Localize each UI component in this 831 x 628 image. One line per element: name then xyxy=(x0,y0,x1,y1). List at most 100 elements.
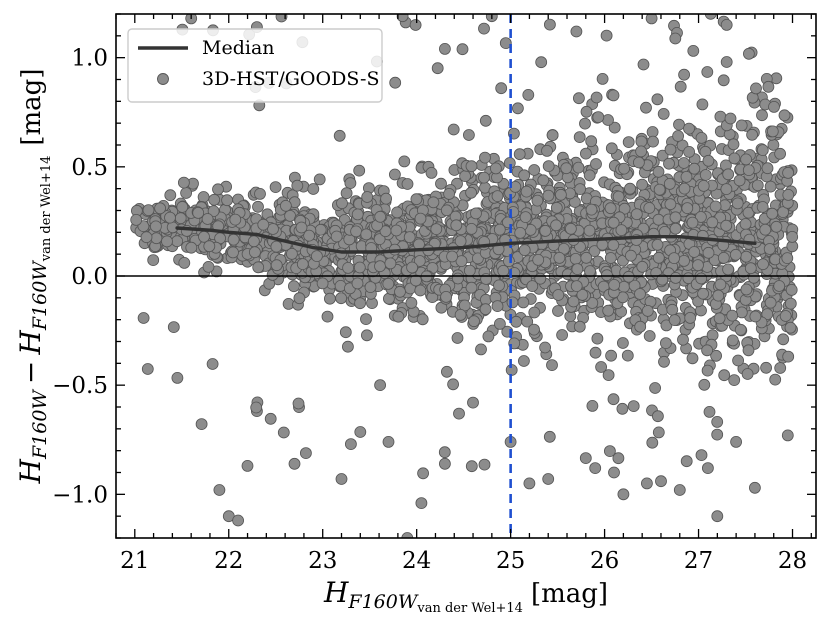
scatter-point xyxy=(741,368,754,380)
scatter-point xyxy=(674,80,687,93)
scatter-point xyxy=(720,183,733,196)
scatter-point xyxy=(307,183,320,195)
scatter-point xyxy=(250,401,263,414)
scatter-point xyxy=(544,18,556,31)
scatter-point xyxy=(475,343,487,356)
scatter-point xyxy=(495,82,508,95)
scatter-point xyxy=(697,179,710,192)
scatter-point xyxy=(617,337,629,349)
scatter-point xyxy=(678,254,690,267)
scatter-point xyxy=(677,333,689,346)
scatter-point xyxy=(641,304,654,317)
scatter-point xyxy=(374,210,387,223)
scatter-point xyxy=(206,358,219,370)
scatter-point xyxy=(202,260,215,273)
scatter-point xyxy=(652,251,665,264)
scatter-point xyxy=(699,169,712,181)
scatter-point xyxy=(726,309,739,322)
scatter-point xyxy=(171,235,184,248)
scatter-point xyxy=(539,341,551,354)
x-tick-label: 24 xyxy=(402,548,431,574)
scatter-point xyxy=(518,355,530,367)
scatter-point xyxy=(580,105,593,118)
scatter-point xyxy=(586,297,599,309)
y-axis-title-b-subsub: van der Wel+14 xyxy=(39,156,54,263)
scatter-point xyxy=(643,330,656,342)
scatter-point xyxy=(710,349,722,362)
scatter-point xyxy=(607,89,620,102)
scatter-point xyxy=(316,277,329,290)
scatter-point xyxy=(586,399,599,412)
scatter-point xyxy=(531,194,544,207)
x-axis-title-main: H xyxy=(323,576,349,609)
scatter-point xyxy=(147,254,160,267)
scatter-point xyxy=(584,265,596,278)
scatter-point xyxy=(777,333,790,346)
y-axis-title-b-main: H xyxy=(14,330,47,356)
scatter-point xyxy=(518,244,531,257)
scatter-point xyxy=(666,303,679,316)
scatter-point xyxy=(618,162,630,175)
scatter-point xyxy=(447,378,460,391)
scatter-point xyxy=(634,288,646,300)
scatter-point xyxy=(171,371,184,384)
scatter-point xyxy=(553,251,566,264)
scatter-point xyxy=(784,321,797,334)
scatter-point xyxy=(720,219,733,232)
scatter-point xyxy=(711,510,724,523)
scatter-point xyxy=(717,251,730,264)
scatter-point xyxy=(440,204,453,217)
scatter-point xyxy=(770,220,783,233)
scatter-point xyxy=(604,252,617,264)
scatter-point xyxy=(382,435,395,448)
scatter-point xyxy=(541,144,553,157)
scatter-point xyxy=(526,280,539,293)
scatter-point xyxy=(267,223,279,235)
scatter-point xyxy=(154,202,167,215)
scatter-point xyxy=(757,258,769,271)
median-line xyxy=(175,226,757,254)
scatter-point xyxy=(430,223,443,236)
scatter-point xyxy=(636,178,648,191)
scatter-point xyxy=(252,261,265,274)
scatter-point xyxy=(580,251,593,264)
y-tick-label: −0.5 xyxy=(52,373,108,399)
scatter-point xyxy=(604,202,617,215)
scatter-point xyxy=(579,452,592,465)
scatter-point xyxy=(550,201,563,214)
scatter-point xyxy=(431,62,444,75)
scatter-point xyxy=(350,225,363,238)
scatter-point xyxy=(493,317,506,330)
scatter-point xyxy=(742,206,755,219)
scatter-point xyxy=(640,101,652,114)
scatter-point xyxy=(574,183,586,196)
scatter-point xyxy=(728,152,741,165)
scatter-point xyxy=(497,264,510,277)
scatter-point xyxy=(688,162,701,175)
scatter-point xyxy=(537,174,550,187)
scatter-point xyxy=(608,278,621,291)
scatter-point xyxy=(656,149,669,162)
legend-box xyxy=(127,28,383,103)
scatter-point xyxy=(382,277,395,290)
scatter-point xyxy=(664,143,677,156)
scatter-point xyxy=(628,279,641,292)
scatter-point xyxy=(595,361,607,373)
scatter-point xyxy=(785,283,798,296)
scatter-point xyxy=(514,226,527,239)
scatter-point xyxy=(669,32,682,45)
scatter-point xyxy=(360,313,372,326)
scatter-point xyxy=(740,283,753,296)
scatter-point xyxy=(550,219,562,232)
scatter-point xyxy=(389,76,402,89)
scatter-point xyxy=(761,308,774,321)
scatter-point xyxy=(401,178,414,190)
scatter-point xyxy=(479,303,492,316)
scatter-point xyxy=(590,158,602,170)
scatter-point xyxy=(713,312,726,325)
scatter-point xyxy=(669,222,682,235)
scatter-point xyxy=(542,160,555,173)
scatter-point xyxy=(740,153,752,166)
scatter-point xyxy=(180,187,193,199)
scatter-point xyxy=(254,187,266,200)
